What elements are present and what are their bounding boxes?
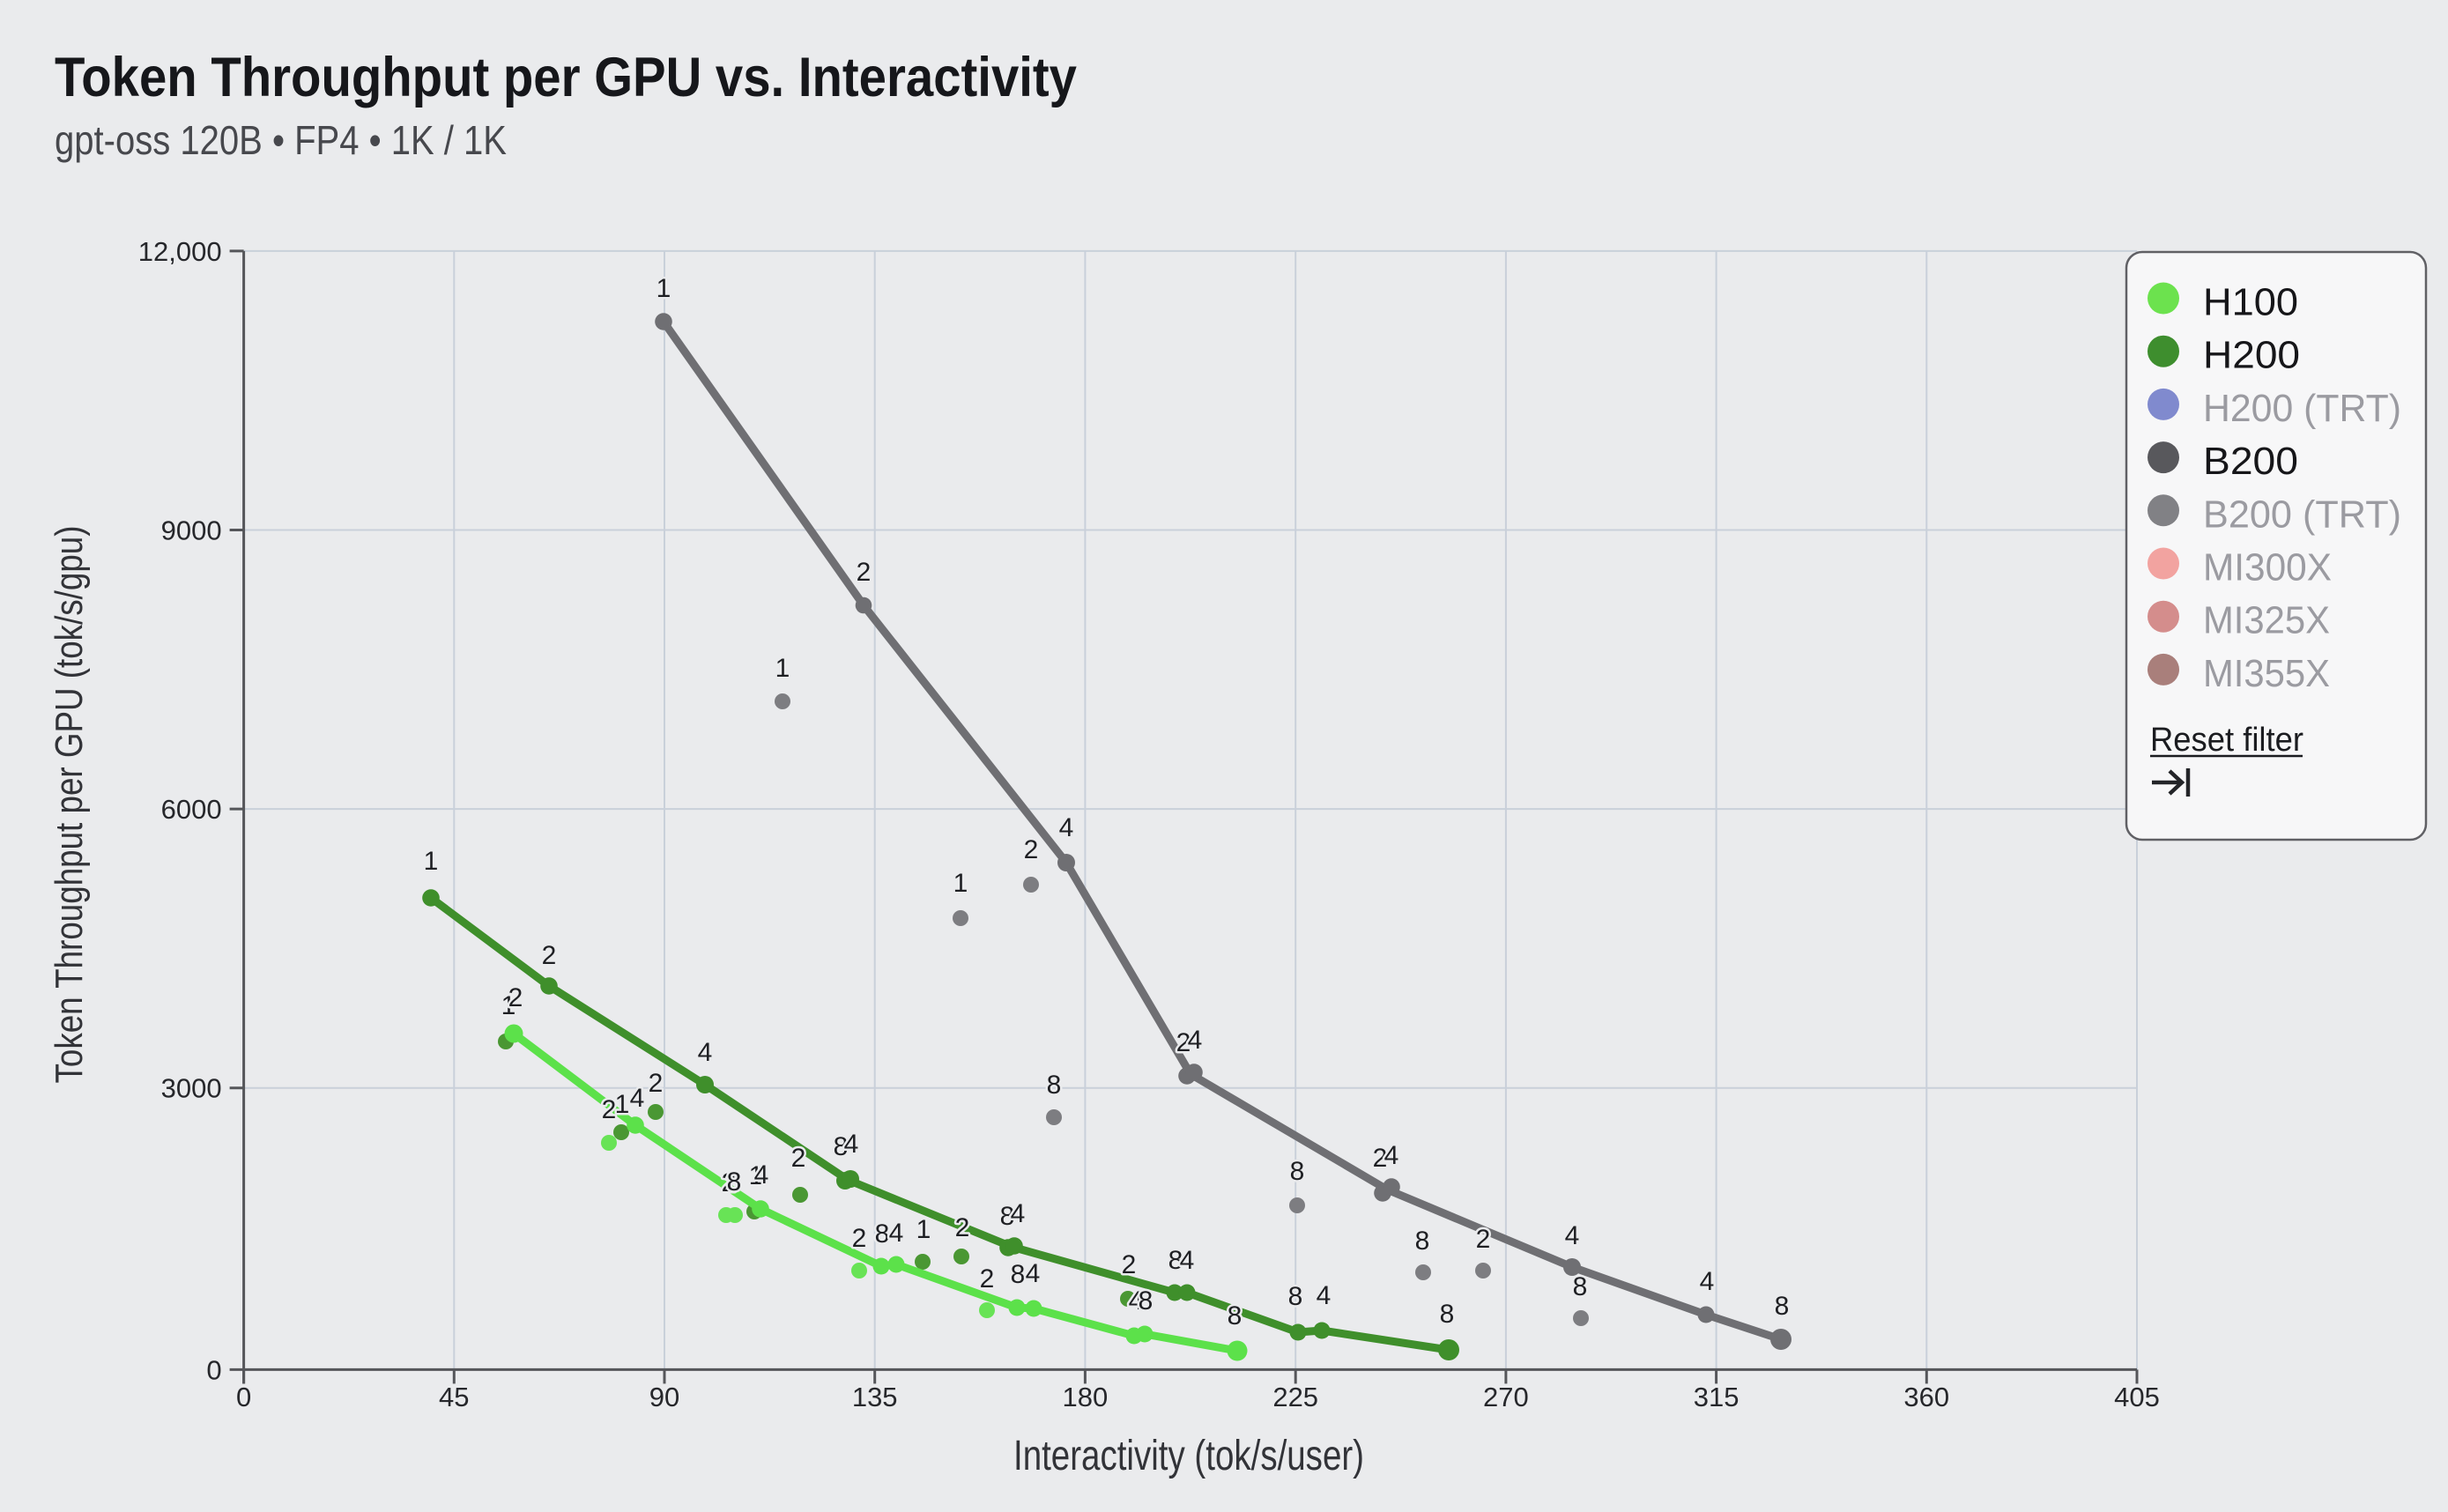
svg-text:8: 8 xyxy=(1573,1272,1588,1301)
svg-text:2: 2 xyxy=(1476,1225,1491,1254)
svg-text:Token Throughput per GPU vs. I: Token Throughput per GPU vs. Interactivi… xyxy=(55,47,1077,108)
svg-text:135: 135 xyxy=(852,1382,898,1412)
svg-text:2: 2 xyxy=(722,1168,737,1197)
svg-text:1: 1 xyxy=(501,991,516,1020)
svg-text:2: 2 xyxy=(1373,1144,1388,1173)
svg-text:8: 8 xyxy=(727,1167,742,1197)
svg-text:4: 4 xyxy=(630,1084,645,1113)
svg-text:2: 2 xyxy=(1122,1250,1137,1279)
svg-text:270: 270 xyxy=(1483,1382,1529,1412)
svg-text:8: 8 xyxy=(1415,1227,1430,1256)
svg-text:2: 2 xyxy=(602,1095,617,1124)
svg-text:180: 180 xyxy=(1063,1382,1109,1412)
svg-text:90: 90 xyxy=(649,1382,679,1412)
svg-text:Token Throughput per GPU (tok/: Token Throughput per GPU (tok/s/gpu) xyxy=(48,526,91,1084)
svg-text:H100: H100 xyxy=(2203,281,2298,324)
svg-text:4: 4 xyxy=(1129,1286,1144,1316)
svg-text:2: 2 xyxy=(857,558,872,587)
svg-text:4: 4 xyxy=(1700,1267,1715,1296)
svg-text:8: 8 xyxy=(1168,1246,1183,1275)
svg-text:45: 45 xyxy=(439,1382,469,1412)
svg-text:4: 4 xyxy=(1565,1221,1580,1250)
svg-text:H200: H200 xyxy=(2203,334,2300,377)
svg-text:MI355X: MI355X xyxy=(2203,652,2330,695)
svg-text:8: 8 xyxy=(1000,1202,1015,1231)
svg-text:1: 1 xyxy=(916,1215,931,1244)
svg-text:4: 4 xyxy=(1317,1281,1332,1310)
svg-text:2: 2 xyxy=(852,1224,867,1253)
svg-text:6000: 6000 xyxy=(161,794,222,825)
svg-text:0: 0 xyxy=(236,1382,251,1412)
svg-text:4: 4 xyxy=(889,1219,904,1248)
svg-text:1: 1 xyxy=(953,869,968,898)
svg-text:8: 8 xyxy=(1440,1300,1455,1329)
svg-text:4: 4 xyxy=(754,1160,769,1190)
svg-text:4: 4 xyxy=(1026,1259,1041,1288)
svg-text:1: 1 xyxy=(424,847,439,876)
svg-text:4: 4 xyxy=(1011,1199,1026,1228)
svg-text:2: 2 xyxy=(649,1069,664,1098)
svg-text:1: 1 xyxy=(775,654,790,683)
svg-text:H200 (TRT): H200 (TRT) xyxy=(2203,387,2401,430)
svg-text:12,000: 12,000 xyxy=(138,236,222,267)
svg-text:8: 8 xyxy=(875,1219,890,1249)
svg-text:8: 8 xyxy=(1290,1157,1305,1186)
svg-text:2: 2 xyxy=(1024,835,1039,864)
svg-text:2: 2 xyxy=(980,1264,995,1293)
svg-text:8: 8 xyxy=(1775,1292,1790,1321)
svg-text:2: 2 xyxy=(791,1144,806,1173)
svg-text:0: 0 xyxy=(206,1354,221,1385)
svg-text:Interactivity (tok/s/user): Interactivity (tok/s/user) xyxy=(1013,1433,1364,1479)
svg-text:2: 2 xyxy=(542,941,557,970)
svg-text:1: 1 xyxy=(657,274,671,303)
svg-text:8: 8 xyxy=(1139,1286,1154,1316)
svg-text:Reset filter: Reset filter xyxy=(2150,722,2303,759)
svg-text:360: 360 xyxy=(1903,1382,1949,1412)
svg-text:8: 8 xyxy=(1047,1071,1062,1100)
svg-text:8: 8 xyxy=(1288,1282,1303,1311)
svg-text:9000: 9000 xyxy=(161,515,222,546)
svg-text:4: 4 xyxy=(844,1130,859,1159)
svg-text:2: 2 xyxy=(955,1213,970,1242)
svg-text:8: 8 xyxy=(834,1132,849,1161)
svg-text:8: 8 xyxy=(1011,1260,1026,1289)
svg-text:MI300X: MI300X xyxy=(2203,546,2332,589)
svg-text:MI325X: MI325X xyxy=(2203,599,2330,642)
svg-text:405: 405 xyxy=(2114,1382,2160,1412)
svg-text:1: 1 xyxy=(749,1161,764,1190)
svg-text:4: 4 xyxy=(1059,813,1074,842)
svg-text:2: 2 xyxy=(1176,1028,1191,1057)
svg-text:4: 4 xyxy=(1180,1246,1195,1275)
svg-text:4: 4 xyxy=(1188,1026,1203,1055)
svg-text:3000: 3000 xyxy=(161,1073,222,1104)
svg-text:8: 8 xyxy=(1228,1301,1243,1330)
svg-text:1: 1 xyxy=(615,1090,630,1119)
svg-text:2: 2 xyxy=(508,983,523,1012)
svg-text:B200: B200 xyxy=(2203,440,2298,483)
svg-text:225: 225 xyxy=(1272,1382,1318,1412)
svg-text:4: 4 xyxy=(1384,1141,1399,1170)
svg-text:315: 315 xyxy=(1694,1382,1740,1412)
svg-text:4: 4 xyxy=(698,1038,713,1067)
svg-text:gpt-oss 120B • FP4 • 1K / 1K: gpt-oss 120B • FP4 • 1K / 1K xyxy=(55,117,507,163)
svg-text:B200 (TRT): B200 (TRT) xyxy=(2203,493,2401,536)
